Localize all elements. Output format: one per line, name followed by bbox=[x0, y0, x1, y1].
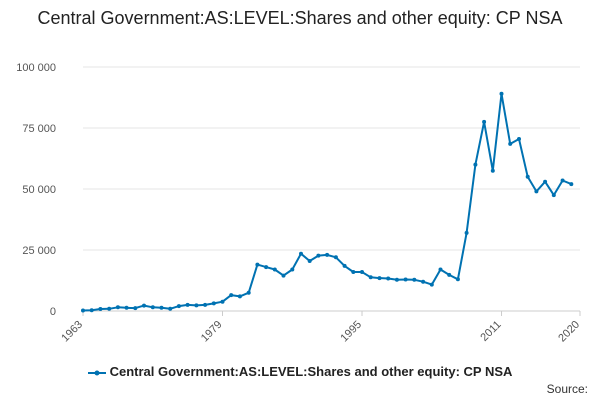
data-point[interactable] bbox=[455, 277, 460, 282]
data-point[interactable] bbox=[237, 294, 242, 299]
data-point[interactable] bbox=[176, 304, 181, 309]
data-point[interactable] bbox=[482, 119, 487, 124]
gridlines bbox=[83, 66, 580, 251]
legend-line-icon bbox=[87, 370, 106, 376]
y-tick-label: 25 000 bbox=[22, 245, 56, 257]
data-point[interactable] bbox=[203, 302, 208, 307]
x-tick-label: 1995 bbox=[338, 319, 364, 345]
data-point[interactable] bbox=[394, 277, 399, 282]
data-point[interactable] bbox=[560, 178, 565, 183]
data-point[interactable] bbox=[194, 303, 199, 308]
data-point[interactable] bbox=[499, 91, 504, 96]
data-point[interactable] bbox=[543, 179, 548, 184]
x-tick-label: 1979 bbox=[199, 319, 225, 345]
data-point[interactable] bbox=[255, 262, 260, 267]
data-point[interactable] bbox=[299, 251, 303, 256]
y-tick-label: 0 bbox=[50, 306, 56, 318]
data-point[interactable] bbox=[342, 263, 347, 268]
y-tick-label: 50 000 bbox=[22, 184, 56, 196]
data-point[interactable] bbox=[159, 305, 164, 310]
data-point[interactable] bbox=[185, 302, 190, 307]
data-point[interactable] bbox=[150, 305, 155, 310]
data-point[interactable] bbox=[281, 273, 286, 278]
data-point[interactable] bbox=[333, 255, 338, 260]
data-point[interactable] bbox=[517, 137, 521, 141]
data-point[interactable] bbox=[229, 293, 234, 298]
data-point[interactable] bbox=[412, 277, 417, 282]
y-tick-label: 75 000 bbox=[22, 123, 56, 135]
data-point[interactable] bbox=[124, 305, 129, 310]
data-point[interactable] bbox=[473, 162, 478, 167]
data-point[interactable] bbox=[534, 189, 539, 194]
data-point[interactable] bbox=[246, 290, 251, 295]
series-line bbox=[82, 92, 572, 312]
x-tick-label: 2020 bbox=[556, 319, 582, 345]
data-point[interactable] bbox=[133, 306, 138, 311]
data-point[interactable] bbox=[98, 307, 103, 311]
source-label: Source: bbox=[546, 382, 588, 396]
data-point[interactable] bbox=[290, 267, 295, 272]
data-point[interactable] bbox=[490, 168, 495, 173]
axes: 0 25 000 50 000 75 000 100 000 1963 1979 1995 20… bbox=[16, 62, 582, 344]
data-point[interactable] bbox=[551, 193, 556, 198]
data-point[interactable] bbox=[264, 265, 269, 270]
data-point[interactable] bbox=[81, 308, 85, 313]
data-point[interactable] bbox=[115, 305, 120, 310]
legend[interactable]: Central Government:AS:LEVEL:Shares and o… bbox=[0, 364, 600, 379]
data-point[interactable] bbox=[325, 252, 330, 257]
series-layer bbox=[81, 91, 574, 313]
data-point[interactable] bbox=[429, 282, 434, 287]
data-point[interactable] bbox=[107, 306, 112, 311]
data-point[interactable] bbox=[508, 141, 513, 146]
data-point[interactable] bbox=[316, 253, 321, 258]
x-tick-label: 1963 bbox=[59, 319, 85, 345]
data-point[interactable] bbox=[368, 275, 373, 280]
data-point[interactable] bbox=[447, 272, 452, 277]
data-point[interactable] bbox=[168, 306, 173, 311]
data-point[interactable] bbox=[403, 277, 408, 282]
data-point[interactable] bbox=[220, 299, 225, 304]
data-point[interactable] bbox=[142, 303, 146, 308]
legend-label: Central Government:AS:LEVEL:Shares and o… bbox=[109, 364, 513, 379]
data-point[interactable] bbox=[307, 259, 312, 263]
y-tick-label: 100 000 bbox=[16, 62, 56, 74]
data-point[interactable] bbox=[525, 174, 530, 179]
data-point[interactable] bbox=[377, 276, 382, 281]
data-point[interactable] bbox=[438, 267, 443, 272]
data-point[interactable] bbox=[272, 267, 277, 272]
data-point[interactable] bbox=[421, 279, 426, 284]
data-point[interactable] bbox=[386, 276, 391, 281]
data-point[interactable] bbox=[211, 301, 216, 306]
data-point[interactable] bbox=[569, 182, 574, 187]
data-point[interactable] bbox=[464, 230, 469, 235]
chart-title: Central Government:AS:LEVEL:Shares and o… bbox=[37, 8, 563, 28]
data-point[interactable] bbox=[360, 270, 364, 274]
data-point[interactable] bbox=[351, 270, 356, 274]
data-point[interactable] bbox=[89, 308, 94, 313]
x-tick-label: 2011 bbox=[478, 319, 503, 344]
